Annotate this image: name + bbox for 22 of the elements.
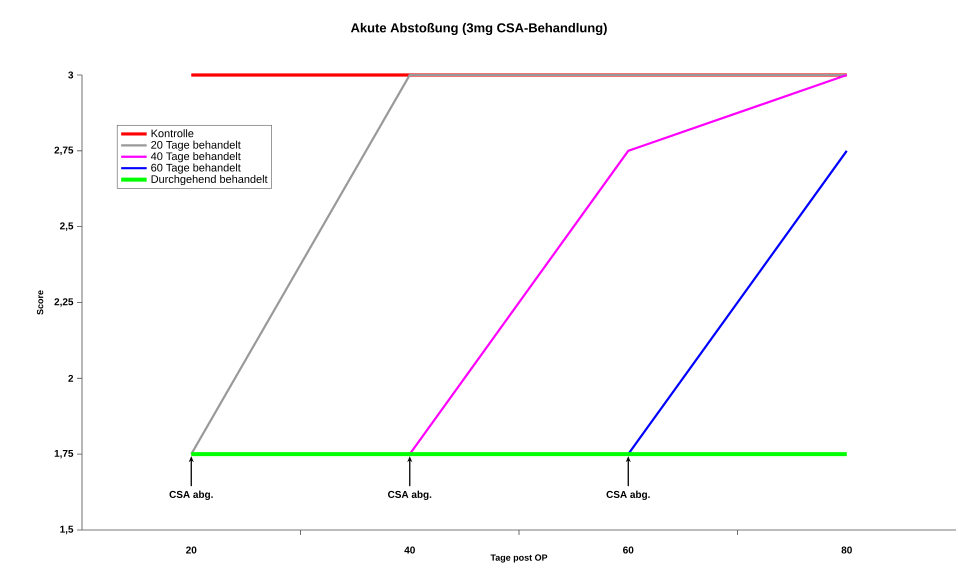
y-tick-label: 1,5 [60, 526, 74, 534]
y-tick-label: 3 [68, 71, 74, 79]
y-axis-title: Score [36, 290, 44, 315]
x-tick-label: 40 [404, 546, 415, 554]
legend-label: 20 Tage behandelt [151, 140, 241, 151]
annotation: CSA abg. [388, 490, 432, 500]
y-tick-label: 1,75 [54, 450, 74, 458]
y-tick-label: 2 [68, 374, 74, 382]
annotation: CSA abg. [606, 490, 650, 500]
chart-title: Akute Abstoßung (3mg CSA-Behandlung) [350, 22, 607, 36]
y-tick-label: 2,75 [54, 146, 74, 156]
x-axis-title: Tage post OP [490, 554, 548, 563]
y-tick-label: 2,5 [60, 222, 74, 231]
legend-label: 40 Tage behandelt [150, 152, 241, 162]
legend-label: Durchgehend behandelt [152, 174, 268, 186]
legend-label: Kontrolle [152, 129, 194, 138]
annotation: CSA abg. [170, 490, 213, 500]
x-tick-label: 20 [186, 546, 196, 554]
legend-label: 60 Tage behandelt [151, 163, 241, 174]
x-tick-label: 80 [842, 546, 852, 554]
y-tick-label: 2,25 [54, 298, 74, 307]
x-tick-label: 60 [623, 546, 634, 554]
